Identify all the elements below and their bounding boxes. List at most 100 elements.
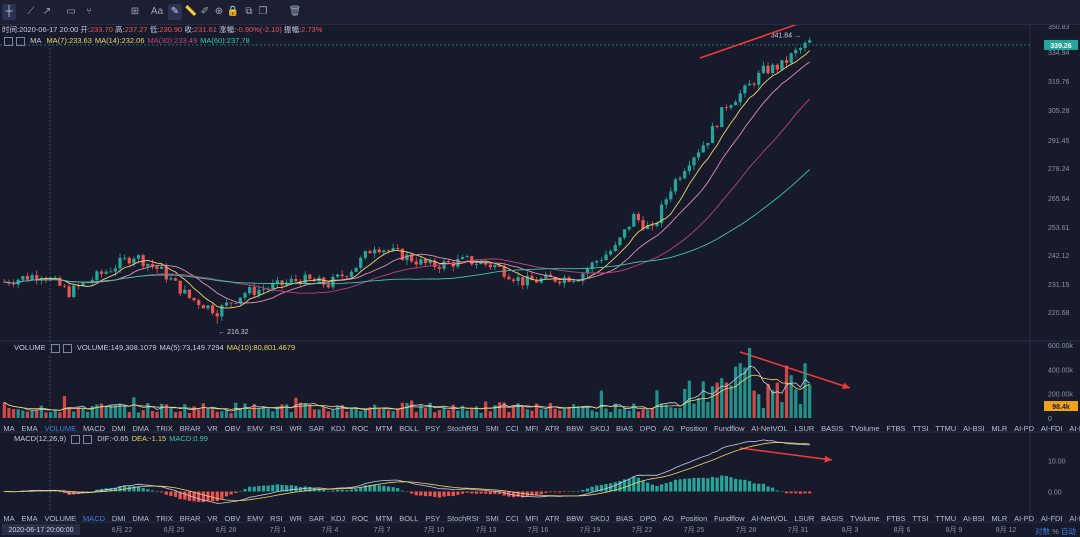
indicator-tab-mfi[interactable]: MFI [525, 514, 539, 523]
duplicate-icon[interactable]: ❐ [258, 6, 268, 17]
indicator-tab-ao[interactable]: AO [662, 424, 674, 433]
indicator-tab-wr[interactable]: WR [289, 424, 302, 433]
indicator-tab-tvolume[interactable]: TVolume [850, 514, 880, 523]
indicator-tab-sar[interactable]: SAR [308, 424, 325, 433]
indicator-tab-ai-fdi[interactable]: AI-FDI [1040, 514, 1063, 523]
indicator-tab-ma[interactable]: MA [3, 424, 15, 433]
indicator-tab-ai-bsi[interactable]: AI-BSI [962, 514, 985, 523]
indicator-tab-tvolume[interactable]: TVolume [850, 424, 880, 433]
indicator-tab-basis[interactable]: BASIS [821, 424, 844, 433]
indicator-tab-macd[interactable]: MACD [82, 424, 106, 433]
ma-close-icon[interactable] [16, 36, 25, 46]
indicator-tab-skdj[interactable]: SKDJ [590, 424, 610, 433]
indicator-tab-ai-fdi[interactable]: AI-FDI [1040, 424, 1063, 433]
indicator-tab-trix[interactable]: TRIX [155, 424, 173, 433]
indicator-tab-volume[interactable]: VOLUME [44, 424, 77, 433]
indicator-tab-psy[interactable]: PSY [425, 424, 441, 433]
macd-close-icon[interactable] [83, 434, 93, 444]
indicator-tab-obv[interactable]: OBV [224, 424, 241, 433]
volume-settings-icon[interactable] [50, 343, 60, 353]
indicator-tab-bbw[interactable]: BBW [566, 424, 584, 433]
indicator-tab-roc[interactable]: ROC [351, 514, 369, 523]
indicator-tab-mlr[interactable]: MLR [991, 514, 1008, 523]
indicator-tab-ma[interactable]: MA [3, 514, 15, 523]
indicator-tab-trix[interactable]: TRIX [155, 514, 173, 523]
indicator-tab-skdj[interactable]: SKDJ [590, 514, 610, 523]
indicator-tab-ema[interactable]: EMA [21, 424, 38, 433]
indicator-tab-ai-li[interactable]: AI-LI [1069, 514, 1080, 523]
indicator-tab-macd[interactable]: MACD [82, 514, 106, 523]
line-icon[interactable]: ⟋ [27, 6, 35, 17]
indicator-tab-atr[interactable]: ATR [544, 514, 560, 523]
indicator-tab-ttmu[interactable]: TTMU [935, 514, 957, 523]
indicator-tab-rsi[interactable]: RSI [270, 514, 283, 523]
indicator-tab-wr[interactable]: WR [289, 514, 302, 523]
brush-icon[interactable]: ✎ [168, 4, 182, 20]
grid-icon[interactable]: ⊞ [130, 6, 140, 17]
rectangle-icon[interactable]: ▭ [66, 6, 76, 17]
indicator-tab-boll[interactable]: BOLL [399, 514, 419, 523]
indicator-tab-ao[interactable]: AO [662, 514, 674, 523]
indicator-tab-psy[interactable]: PSY [425, 514, 441, 523]
indicator-tab-position[interactable]: Position [680, 514, 708, 523]
indicator-tab-ai-pd[interactable]: AI-PD [1014, 424, 1035, 433]
arrow-icon[interactable]: ↗ [42, 6, 52, 17]
indicator-tab-stochrsi[interactable]: StochRSI [446, 514, 479, 523]
copy-icon[interactable]: ⧉ [245, 6, 253, 17]
trash-icon[interactable]: 🗑 [288, 6, 302, 17]
indicator-tab-ai-li[interactable]: AI-LI [1069, 424, 1080, 433]
indicator-tab-mlr[interactable]: MLR [991, 424, 1008, 433]
indicator-tab-brar[interactable]: BRAR [179, 514, 201, 523]
indicator-tab-mfi[interactable]: MFI [525, 424, 539, 433]
log-scale-toggle[interactable]: 对数 [1035, 527, 1050, 536]
indicator-tab-dmi[interactable]: DMI [111, 514, 126, 523]
indicator-tab-ttsi[interactable]: TTSI [912, 514, 929, 523]
indicator-tab-bias[interactable]: BIAS [616, 424, 634, 433]
indicator-tab-emv[interactable]: EMV [247, 514, 264, 523]
indicator-tab-dmi[interactable]: DMI [111, 424, 126, 433]
text-icon[interactable]: Aa [150, 6, 164, 17]
indicator-tab-cci[interactable]: CCI [505, 424, 519, 433]
indicator-tab-vr[interactable]: VR [207, 514, 218, 523]
indicator-tab-vr[interactable]: VR [207, 424, 218, 433]
indicator-tab-bias[interactable]: BIAS [616, 514, 634, 523]
volume-close-icon[interactable] [62, 343, 72, 353]
indicator-tab-position[interactable]: Position [680, 424, 708, 433]
indicator-tab-lsur[interactable]: LSUR [794, 424, 815, 433]
indicator-tab-sar[interactable]: SAR [308, 514, 325, 523]
indicator-tab-ttsi[interactable]: TTSI [912, 424, 929, 433]
indicator-tab-atr[interactable]: ATR [544, 424, 560, 433]
indicator-tab-ai-bsi[interactable]: AI-BSI [962, 424, 985, 433]
zoom-icon[interactable]: ⊕ [214, 6, 224, 17]
indicator-tab-mtm[interactable]: MTM [375, 424, 393, 433]
indicator-tab-basis[interactable]: BASIS [821, 514, 844, 523]
ma-settings-icon[interactable] [4, 36, 13, 46]
indicator-tab-ttmu[interactable]: TTMU [935, 424, 957, 433]
indicator-tab-cci[interactable]: CCI [505, 514, 519, 523]
indicator-tab-brar[interactable]: BRAR [179, 424, 201, 433]
indicator-tab-dma[interactable]: DMA [132, 514, 150, 523]
percent-scale-toggle[interactable]: % [1052, 527, 1059, 536]
ruler-icon[interactable]: 📏 [184, 6, 198, 17]
indicator-tab-ftbs[interactable]: FTBS [886, 424, 906, 433]
macd-settings-icon[interactable] [71, 434, 81, 444]
indicator-tab-fundflow[interactable]: Fundflow [714, 514, 745, 523]
indicator-tab-smi[interactable]: SMI [485, 424, 499, 433]
auto-scale-toggle[interactable]: 自动 [1060, 527, 1076, 536]
indicator-tab-stochrsi[interactable]: StochRSI [446, 424, 479, 433]
indicator-tab-roc[interactable]: ROC [351, 424, 369, 433]
lock-icon[interactable]: 🔒 [226, 6, 240, 17]
indicator-tab-volume[interactable]: VOLUME [44, 514, 77, 523]
fork-icon[interactable]: ⑂ [86, 6, 92, 17]
indicator-tab-ftbs[interactable]: FTBS [886, 514, 906, 523]
indicator-tab-ai-netvol[interactable]: AI-NetVOL [751, 424, 788, 433]
indicator-tab-ai-netvol[interactable]: AI-NetVOL [751, 514, 788, 523]
indicator-tab-kdj[interactable]: KDJ [330, 514, 346, 523]
pencil-icon[interactable]: ✐ [200, 6, 210, 17]
indicator-tab-bbw[interactable]: BBW [566, 514, 584, 523]
indicator-tab-rsi[interactable]: RSI [270, 424, 283, 433]
crosshair-icon[interactable]: ┼ [2, 4, 16, 20]
indicator-tab-emv[interactable]: EMV [247, 424, 264, 433]
indicator-tab-mtm[interactable]: MTM [375, 514, 393, 523]
